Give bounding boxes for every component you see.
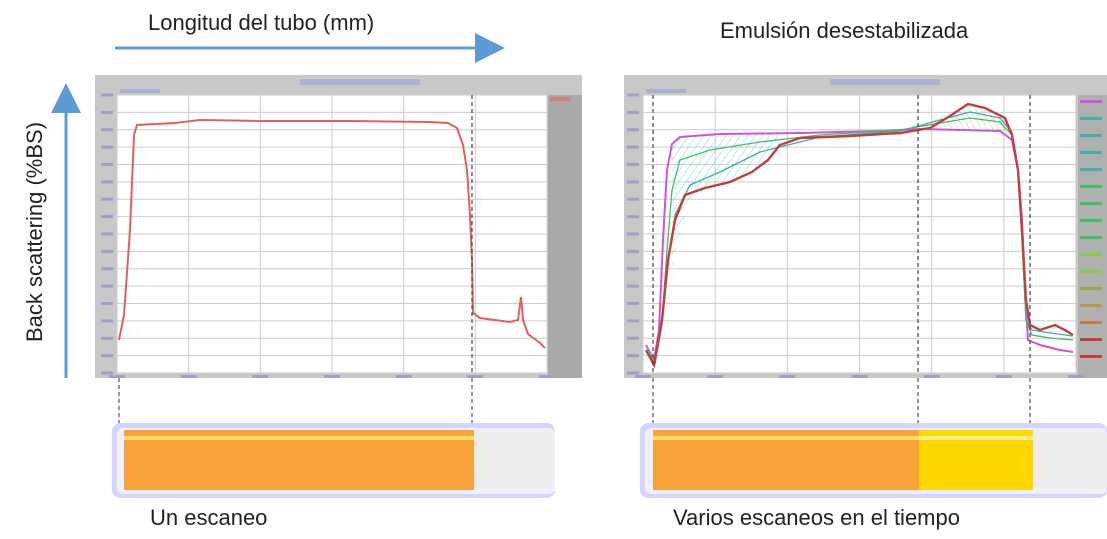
y-tick-label bbox=[627, 336, 639, 340]
y-tick-label bbox=[101, 145, 113, 149]
y-tick-label bbox=[101, 197, 113, 201]
x-tick-label bbox=[252, 375, 269, 378]
x-tick-label bbox=[995, 375, 1012, 378]
x-tick-label bbox=[779, 375, 796, 378]
y-tick-label bbox=[627, 267, 639, 271]
y-tick-label bbox=[627, 197, 639, 201]
right-panel-title: Emulsión desestabilizada bbox=[720, 18, 969, 43]
x-tick-label bbox=[635, 375, 651, 378]
left-tube bbox=[112, 423, 555, 498]
y-tick-label bbox=[627, 93, 639, 97]
x-tick-label bbox=[707, 375, 724, 378]
y-tick-label bbox=[101, 232, 113, 236]
x-tick-label bbox=[923, 375, 940, 378]
y-tick-label bbox=[101, 163, 113, 166]
x-tick-label bbox=[1068, 375, 1084, 378]
y-tick-label bbox=[627, 128, 639, 132]
y-tick-label bbox=[627, 180, 639, 184]
x-tick-label bbox=[467, 375, 484, 378]
y-tick-label bbox=[627, 110, 639, 114]
y-tick-label bbox=[627, 163, 639, 166]
left-grid bbox=[116, 94, 548, 374]
x-tick-label bbox=[180, 375, 197, 378]
y-tick-label bbox=[627, 302, 639, 305]
scan-curve-final bbox=[644, 102, 1074, 369]
y-tick-label bbox=[101, 180, 113, 184]
y-tick-label bbox=[101, 284, 113, 288]
y-tick-label bbox=[101, 336, 113, 340]
connector-lines bbox=[118, 378, 1031, 425]
left-panel-caption: Un escaneo bbox=[150, 505, 268, 530]
y-tick-label bbox=[101, 110, 113, 114]
y-tick-label bbox=[627, 145, 639, 149]
y-tick-label bbox=[101, 267, 113, 271]
y-tick-label bbox=[101, 302, 113, 305]
y-tick-label bbox=[101, 93, 113, 97]
x-axis-label: Longitud del tubo (mm) bbox=[148, 10, 375, 35]
right-tube-empty-section bbox=[1033, 432, 1107, 488]
left-y-ticks bbox=[101, 93, 555, 378]
x-tick-label bbox=[109, 375, 125, 378]
right-panel-caption: Varios escaneos en el tiempo bbox=[673, 505, 960, 530]
right-tube bbox=[640, 423, 1107, 498]
y-tick-label bbox=[627, 319, 639, 323]
y-tick-label bbox=[627, 215, 639, 219]
scan-envelope-left bbox=[672, 133, 780, 270]
y-tick-label bbox=[101, 215, 113, 219]
y-tick-label bbox=[101, 319, 113, 323]
x-tick-label bbox=[851, 375, 868, 378]
right-y-ticks bbox=[627, 93, 1084, 378]
x-tick-label bbox=[395, 375, 412, 378]
y-tick-label bbox=[101, 354, 113, 358]
x-tick-label bbox=[324, 375, 340, 378]
y-tick-label bbox=[627, 371, 639, 375]
y-tick-label bbox=[627, 249, 639, 253]
x-tick-label bbox=[539, 375, 555, 378]
scan-envelope-right bbox=[920, 105, 1010, 135]
y-tick-label bbox=[627, 232, 639, 236]
right-grid bbox=[642, 94, 1077, 374]
y-tick-label bbox=[101, 249, 113, 253]
y-tick-label bbox=[627, 284, 639, 288]
y-tick-label bbox=[101, 128, 113, 132]
right-legend bbox=[1080, 100, 1102, 358]
y-tick-label bbox=[627, 354, 639, 358]
right-scans-plot bbox=[624, 75, 1107, 378]
left-scan-plot bbox=[95, 75, 582, 378]
left-tube-empty-section bbox=[474, 432, 552, 488]
left-scan-curve bbox=[118, 118, 546, 349]
y-tick-label bbox=[101, 371, 113, 375]
